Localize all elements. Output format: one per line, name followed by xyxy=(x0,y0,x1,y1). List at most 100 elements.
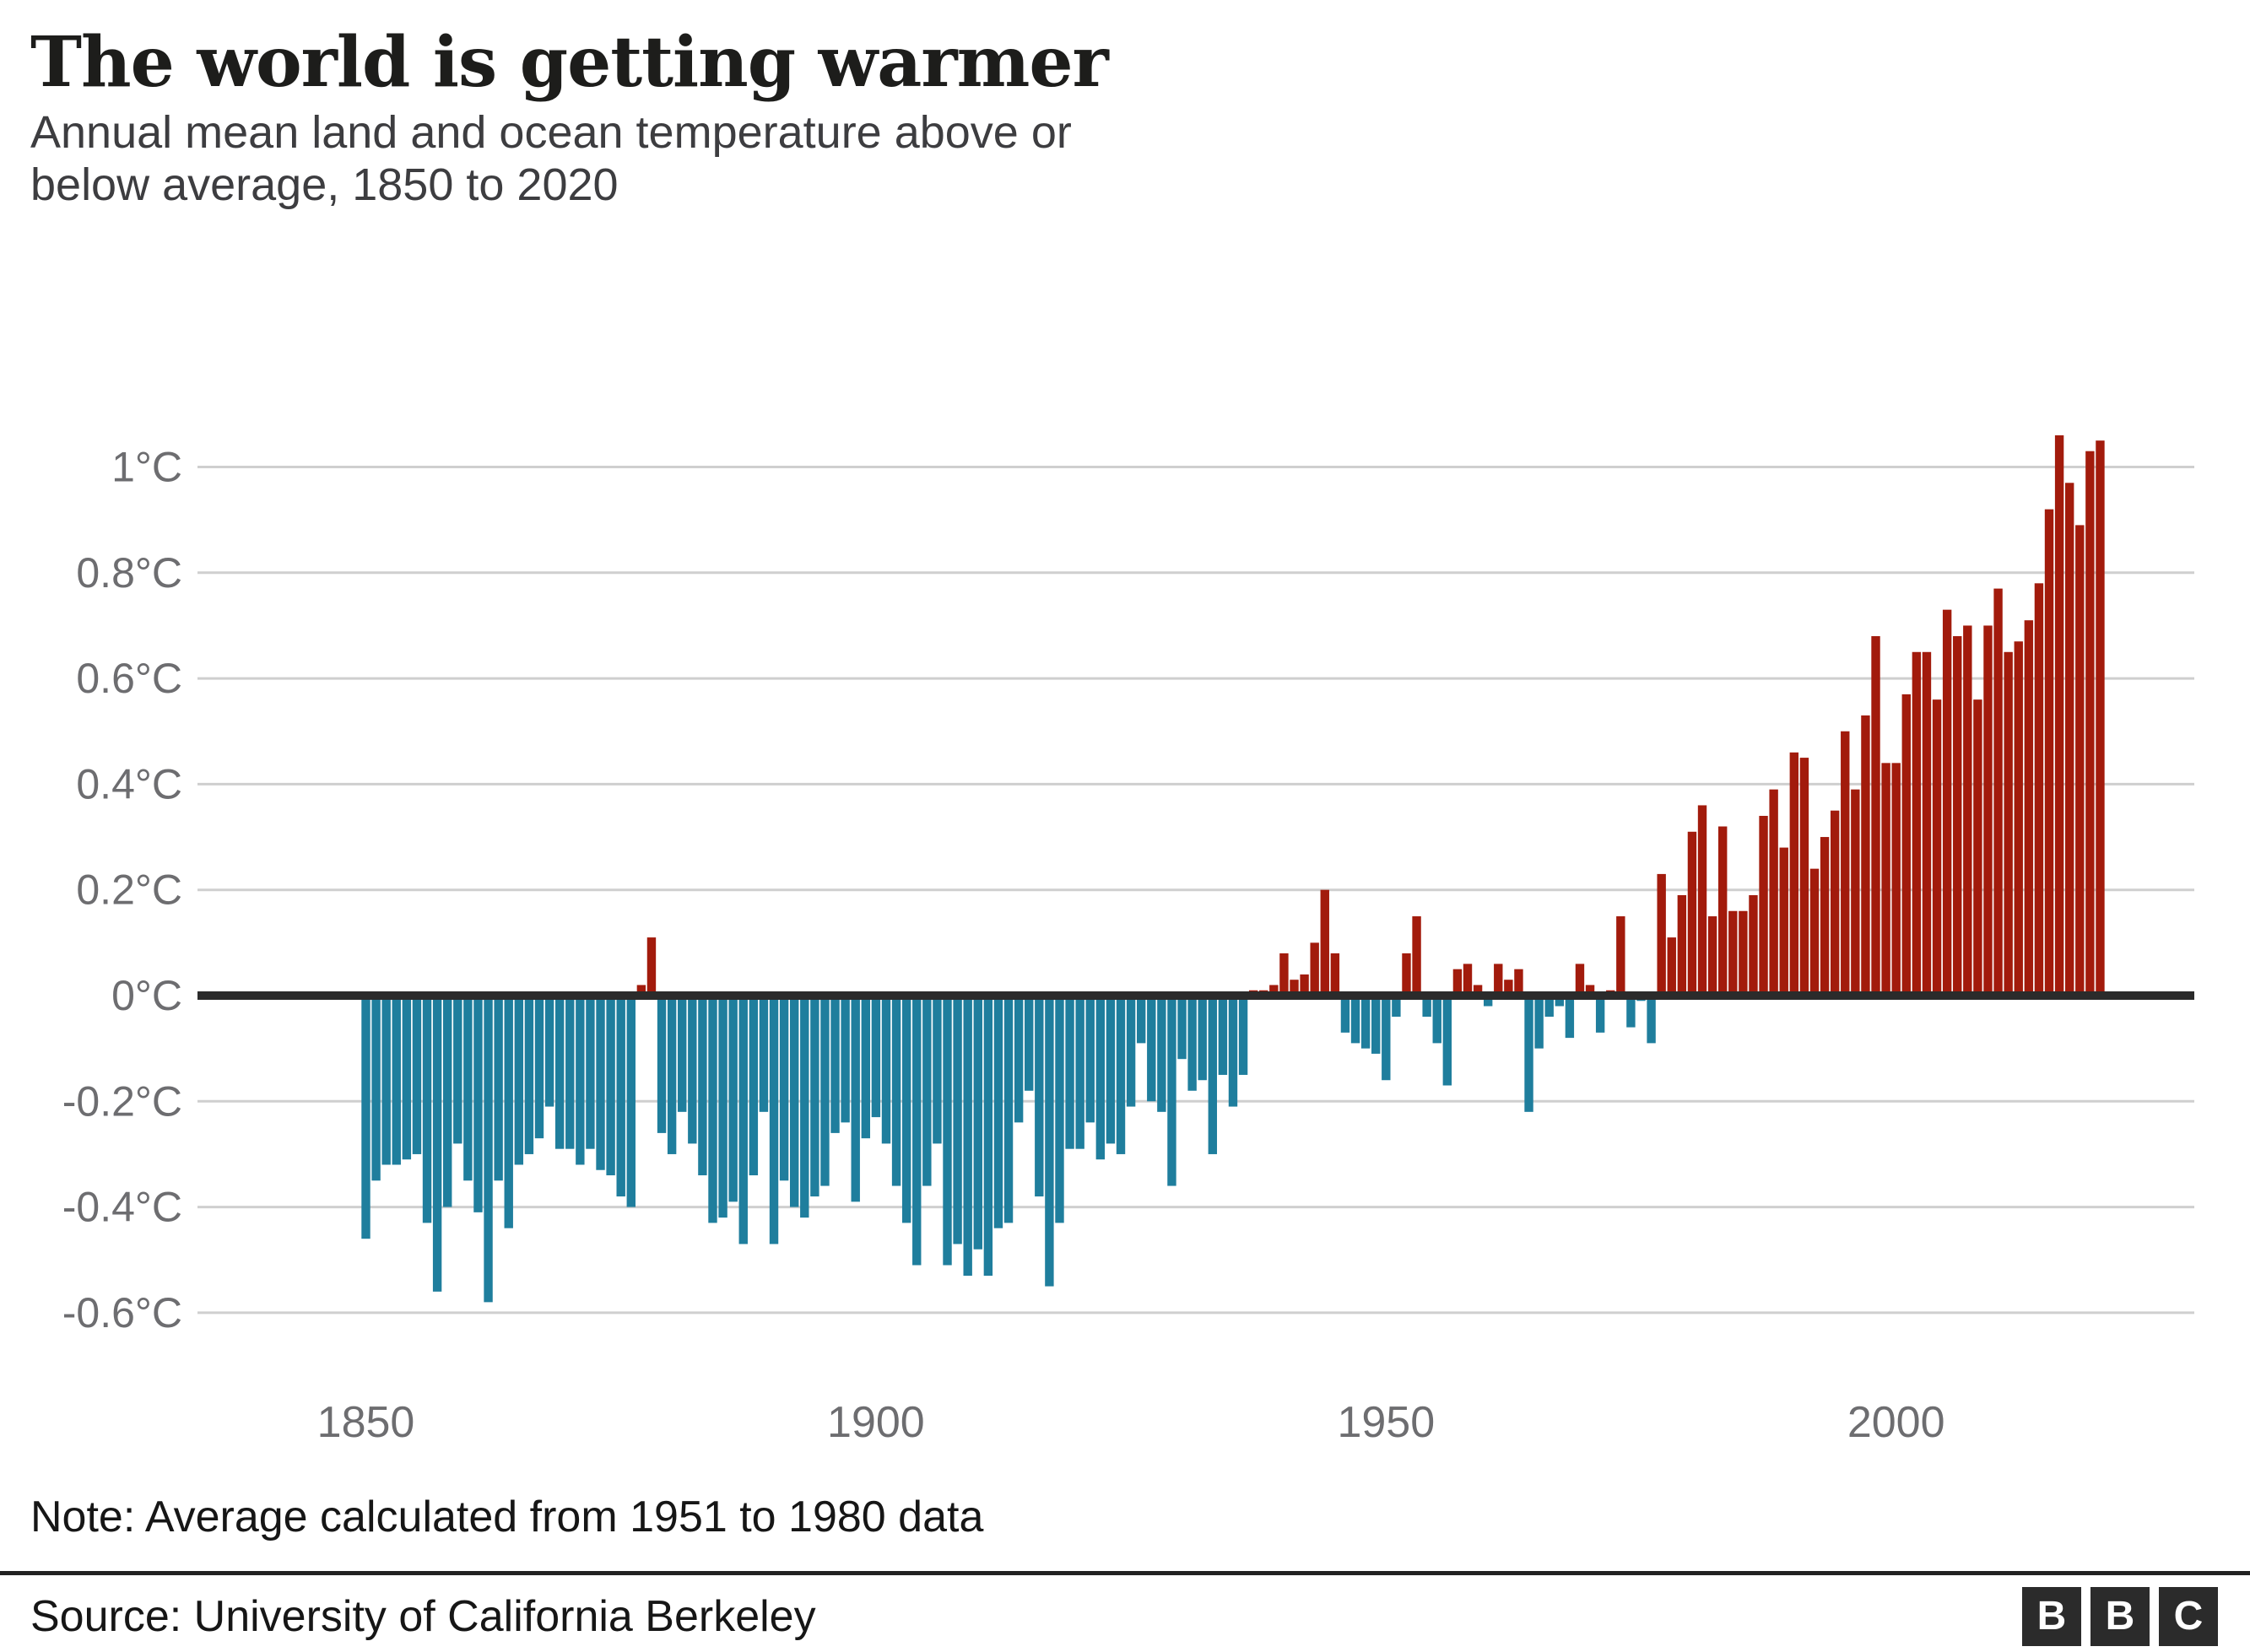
bar-1897 xyxy=(841,996,850,1123)
bar-1991 xyxy=(1799,758,1809,996)
bar-1854 xyxy=(402,996,412,1160)
bar-2007 xyxy=(1963,625,1972,996)
bar-1984 xyxy=(1728,910,1738,996)
bar-1855 xyxy=(412,996,422,1154)
y-axis-tick-labels: 1°C 0.8°C 0.6°C 0.4°C 0.2°C 0°C -0.2°C -0.4°C -0… xyxy=(62,444,182,1336)
bar-1909 xyxy=(963,996,972,1277)
bar-1853 xyxy=(392,996,401,1165)
bar-2006 xyxy=(1953,635,1962,996)
bar-1882 xyxy=(688,996,697,1144)
bar-1931 xyxy=(1187,996,1197,1091)
bar-1960 xyxy=(1483,996,1493,1007)
bar-1910 xyxy=(973,996,982,1250)
bar-1912 xyxy=(993,996,1003,1228)
bar-1935 xyxy=(1228,996,1238,1107)
bar-1934 xyxy=(1218,996,1228,1075)
bar-2019 xyxy=(2085,451,2095,996)
bar-1875 xyxy=(616,996,625,1197)
bbc-logo: B B C xyxy=(2022,1587,2218,1646)
bar-series xyxy=(361,435,2105,1303)
x-tick-1950: 1950 xyxy=(1337,1398,1435,1447)
bar-1999 xyxy=(1881,763,1890,996)
bar-1924 xyxy=(1116,996,1126,1154)
bar-1851 xyxy=(371,996,381,1181)
bar-1971 xyxy=(1595,996,1605,1033)
bar-1872 xyxy=(586,996,595,1149)
bar-1942 xyxy=(1300,974,1309,996)
bar-1898 xyxy=(851,996,860,1202)
bar-1933 xyxy=(1208,996,1218,1154)
bar-1870 xyxy=(565,996,575,1149)
bar-1921 xyxy=(1085,996,1095,1123)
bar-2003 xyxy=(1922,651,1932,996)
bar-1952 xyxy=(1402,953,1411,996)
bar-1986 xyxy=(1749,894,1758,996)
bar-1893 xyxy=(800,996,809,1218)
bar-1957 xyxy=(1452,969,1463,996)
bar-1896 xyxy=(830,996,840,1133)
bar-1915 xyxy=(1025,996,1034,1091)
bar-1981 xyxy=(1697,805,1707,996)
page-title: The world is getting warmer xyxy=(30,22,1109,103)
y-tick--0.4°C: -0.4°C xyxy=(62,1184,182,1231)
bar-1883 xyxy=(698,996,707,1176)
bar-1917 xyxy=(1045,996,1054,1287)
bar-1876 xyxy=(626,996,636,1207)
bar-1977 xyxy=(1657,873,1666,996)
bar-1918 xyxy=(1055,996,1064,1223)
bar-1998 xyxy=(1871,635,1880,996)
bar-1881 xyxy=(678,996,687,1112)
bar-2008 xyxy=(1973,699,1982,996)
y-tick--0.6°C: -0.6°C xyxy=(62,1289,182,1336)
bar-1962 xyxy=(1504,980,1513,996)
bar-1973 xyxy=(1616,916,1625,996)
footer-divider xyxy=(0,1571,2250,1575)
y-tick-1°C: 1°C xyxy=(111,444,182,491)
bar-2016 xyxy=(2054,435,2064,996)
bar-1940 xyxy=(1279,953,1289,996)
bar-1902 xyxy=(891,996,901,1186)
bar-2002 xyxy=(1912,651,1922,996)
bar-1939 xyxy=(1269,985,1279,996)
bar-1894 xyxy=(810,996,819,1197)
bar-1988 xyxy=(1769,789,1778,996)
bar-1869 xyxy=(554,996,565,1149)
bar-1856 xyxy=(422,996,432,1223)
bar-2011 xyxy=(2004,651,2013,996)
bar-1913 xyxy=(1003,996,1014,1223)
bar-1904 xyxy=(912,996,922,1266)
bar-1941 xyxy=(1290,980,1299,996)
bar-1884 xyxy=(708,996,717,1223)
bar-1949 xyxy=(1371,996,1381,1054)
bar-1943 xyxy=(1310,942,1319,996)
bar-1905 xyxy=(922,996,932,1186)
bar-1861 xyxy=(473,996,483,1212)
bar-1865 xyxy=(514,996,524,1165)
bar-1873 xyxy=(596,996,605,1170)
bar-1895 xyxy=(820,996,830,1186)
bar-1850 xyxy=(361,996,370,1239)
bar-1852 xyxy=(381,996,391,1165)
bar-2018 xyxy=(2075,525,2085,996)
bar-1867 xyxy=(534,996,544,1139)
bar-1946 xyxy=(1340,996,1350,1033)
bar-1919 xyxy=(1065,996,1074,1149)
bar-1996 xyxy=(1851,789,1860,996)
bar-1990 xyxy=(1789,752,1799,996)
bar-1979 xyxy=(1677,894,1687,996)
y-tick-0.4°C: 0.4°C xyxy=(76,760,182,807)
bar-1928 xyxy=(1157,996,1166,1112)
bar-1923 xyxy=(1106,996,1116,1144)
y-tick--0.2°C: -0.2°C xyxy=(62,1077,182,1125)
bar-1930 xyxy=(1177,996,1187,1060)
bar-1994 xyxy=(1830,810,1840,996)
bar-2013 xyxy=(2024,620,2034,996)
bar-1980 xyxy=(1687,831,1697,996)
bar-1978 xyxy=(1667,937,1676,996)
y-tick-0.2°C: 0.2°C xyxy=(76,866,182,914)
bar-1927 xyxy=(1147,996,1156,1102)
bar-1920 xyxy=(1075,996,1084,1149)
bar-1989 xyxy=(1779,847,1788,996)
bar-1925 xyxy=(1126,996,1136,1107)
bar-1901 xyxy=(881,996,891,1144)
